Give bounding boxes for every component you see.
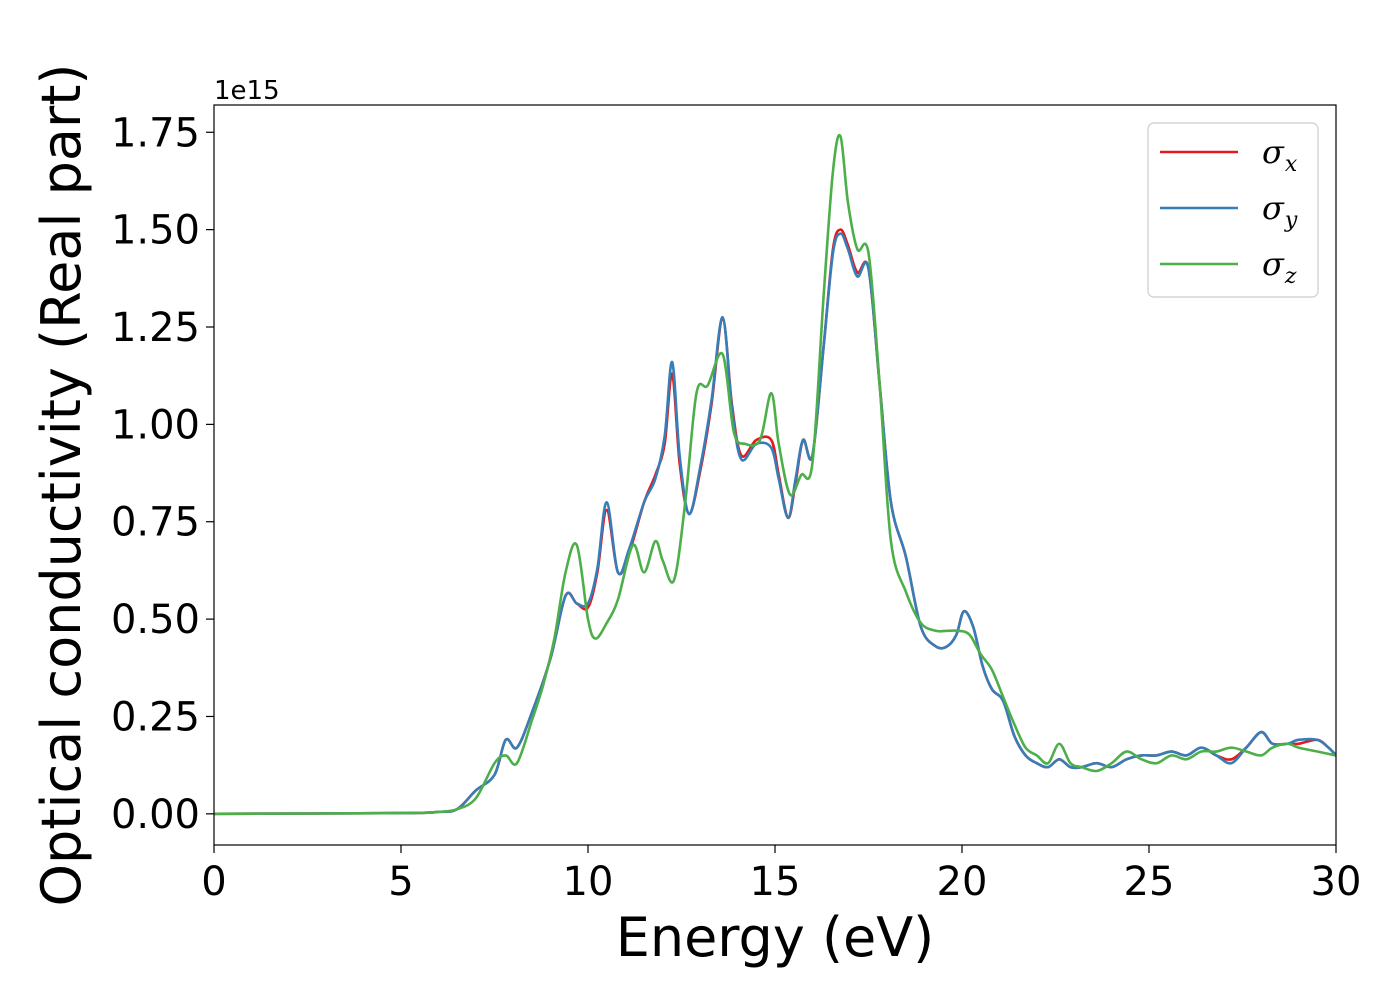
y-tick-label: 1.00	[111, 402, 200, 448]
y-axis-label: Optical conductivity (Real part)	[30, 64, 93, 907]
x-tick-label: 15	[750, 859, 801, 905]
x-tick-label: 5	[388, 859, 413, 905]
y-axis: 0.00 0.25 0.50 0.75 1.00 1.25 1.50 1.75	[111, 110, 214, 838]
y-tick-label: 0.25	[111, 694, 200, 740]
y-axis-offset-text: 1e15	[214, 76, 280, 106]
y-tick-label: 1.75	[111, 110, 200, 156]
x-axis: 0 5 10 15 20 25 30	[201, 845, 1361, 905]
series-line-sigma-z	[214, 133, 1336, 816]
legend-frame	[1147, 122, 1319, 298]
y-tick-label: 1.25	[111, 305, 200, 351]
x-axis-label: Energy (eV)	[616, 906, 935, 969]
y-tick-label: 0.00	[111, 792, 200, 838]
x-tick-label: 0	[201, 859, 226, 905]
x-tick-label: 25	[1124, 859, 1175, 905]
y-tick-label: 1.50	[111, 208, 200, 254]
x-tick-label: 20	[937, 859, 988, 905]
y-tick-label: 0.50	[111, 597, 200, 643]
x-tick-label: 30	[1311, 859, 1362, 905]
y-tick-label: 0.75	[111, 500, 200, 546]
x-tick-label: 10	[563, 859, 614, 905]
series-layer	[214, 133, 1336, 816]
series-line-sigma-y	[214, 232, 1336, 816]
